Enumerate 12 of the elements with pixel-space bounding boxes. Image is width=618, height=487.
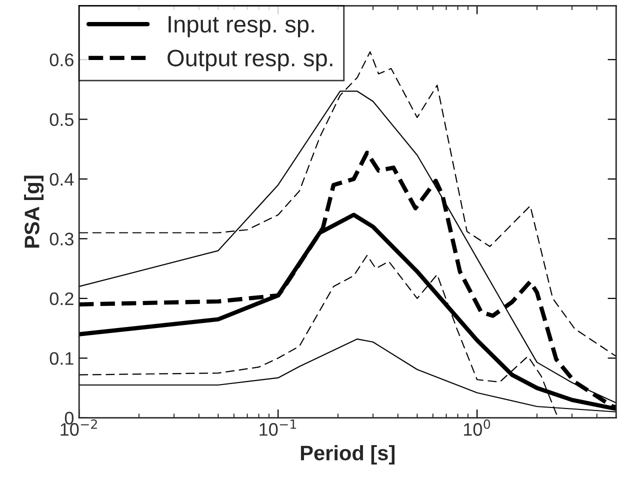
- legend-label: Output resp. sp.: [168, 50, 332, 72]
- y-tick-label: 0.2: [50, 292, 74, 306]
- y-tick-label: 0.5: [50, 113, 74, 126]
- x-tick-label: 10$^{0}$: [464, 419, 490, 436]
- y-tick-label: 0.6: [50, 54, 74, 66]
- y-tick-label: 0.4: [50, 172, 74, 186]
- y-tick-label: 0.1: [50, 352, 74, 365]
- x-axis-title: Period [s]: [300, 445, 394, 465]
- y-tick-label: 0.3: [50, 232, 74, 246]
- legend-label: Input resp. sp.: [168, 16, 314, 38]
- x-tick-label: 10$^{−1}$: [260, 420, 296, 436]
- y-axis-title: PSA [g]: [24, 176, 44, 248]
